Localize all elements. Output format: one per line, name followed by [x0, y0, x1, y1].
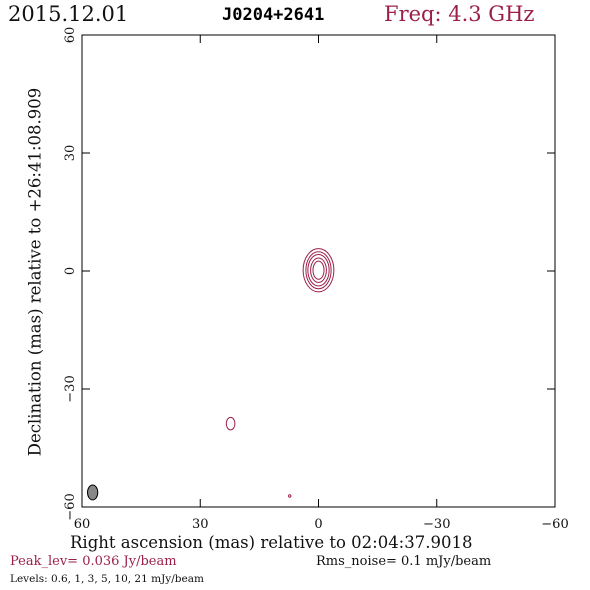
contour-ring [312, 260, 325, 280]
contour-ring [305, 251, 332, 290]
y-tick-label: 0 [63, 267, 78, 275]
y-tick-label: −60 [63, 493, 78, 520]
axis-ticks [81, 34, 556, 508]
frequency-label: Freq: 4.3 GHz [384, 2, 535, 26]
rms-noise: Rms_noise= 0.1 mJy/beam [316, 554, 492, 569]
component-knot [225, 416, 236, 431]
x-axis-label: Right ascension (mas) relative to 02:04:… [70, 533, 473, 552]
y-tick-label: 30 [63, 145, 78, 162]
contour-ring [310, 257, 327, 283]
contours [225, 248, 335, 498]
contour-levels: Levels: 0.6, 1, 3, 5, 10, 21 mJy/beam [10, 573, 204, 585]
y-axis-label: Declination (mas) relative to +26:41:08.… [25, 87, 45, 457]
component-speck [288, 494, 292, 498]
y-tick-label: 60 [63, 27, 78, 44]
beam-shape [87, 484, 99, 501]
beam-ellipse [87, 484, 99, 501]
contour-ring [302, 248, 335, 293]
contour-ring [225, 416, 236, 431]
observation-date: 2015.12.01 [8, 2, 129, 26]
x-tick-label: 0 [314, 517, 322, 532]
source-name: J0204+2641 [222, 5, 325, 25]
plot-frame [81, 34, 556, 508]
component-core [302, 248, 335, 293]
x-tick-label: 60 [74, 517, 91, 532]
contour-ring [307, 253, 330, 287]
peak-level: Peak_lev= 0.036 Jy/beam [10, 554, 177, 569]
y-tick-label: −30 [63, 375, 78, 402]
x-tick-label: −30 [423, 517, 450, 532]
x-tick-label: −60 [541, 517, 568, 532]
contour-ring [288, 494, 292, 498]
x-tick-label: 30 [192, 517, 209, 532]
